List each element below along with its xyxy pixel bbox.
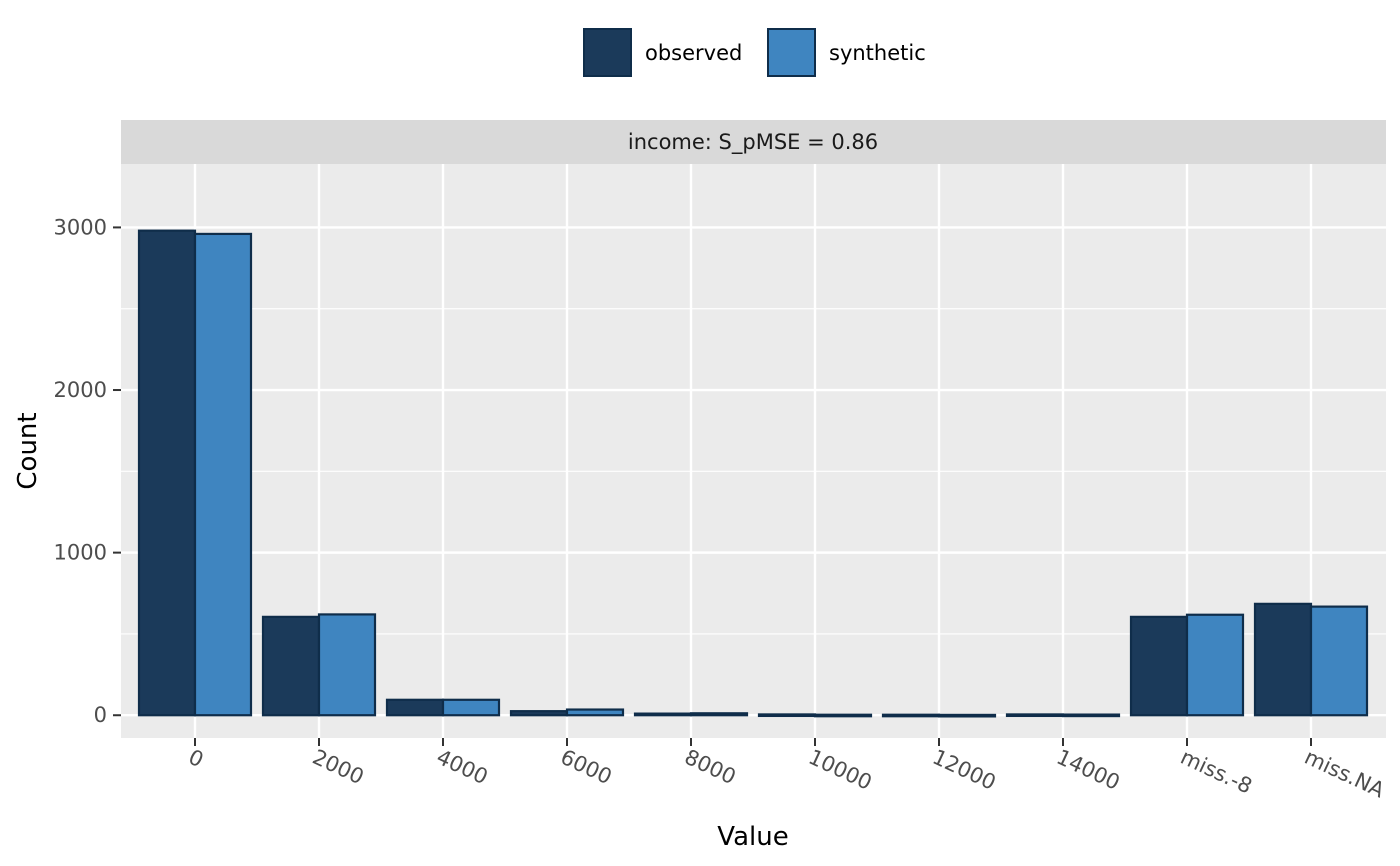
y-axis: 0 1000 2000 3000 <box>54 215 121 727</box>
bar-synthetic-4000 <box>441 698 501 717</box>
y-tick-label: 2000 <box>54 378 107 402</box>
x-tick-label: miss.NA <box>1301 745 1389 803</box>
legend-label-observed: observed <box>645 41 742 65</box>
legend: observed synthetic <box>583 28 926 77</box>
x-tick-label: 4000 <box>433 745 492 789</box>
x-axis: 0 2000 4000 6000 8000 10000 12000 14000 miss.-8 m… <box>185 738 1389 803</box>
bar-observed-2000 <box>261 615 321 717</box>
x-tick-label: 10000 <box>805 745 876 795</box>
bar-synthetic-10000 <box>813 713 873 718</box>
facet-strip <box>121 120 1386 164</box>
x-axis-title: Value <box>717 822 788 852</box>
bar-observed-8000 <box>633 712 693 717</box>
bar-synthetic-2000 <box>317 613 377 717</box>
x-tick-label: 2000 <box>309 745 368 789</box>
bar-observed-0 <box>137 229 197 717</box>
bar-observed-10000 <box>757 713 817 718</box>
y-tick-label: 3000 <box>54 215 107 239</box>
bar-synthetic-12000 <box>937 713 997 718</box>
x-tick-label: 8000 <box>681 745 740 789</box>
bar-observed-miss.NA <box>1253 602 1313 717</box>
bar-observed-6000 <box>509 710 569 717</box>
bar-synthetic-14000 <box>1061 713 1121 718</box>
bar-synthetic-miss.NA <box>1309 605 1369 717</box>
bar-synthetic-miss.-8 <box>1185 613 1245 717</box>
x-tick-label: miss.-8 <box>1177 745 1256 799</box>
legend-label-synthetic: synthetic <box>829 41 926 65</box>
y-tick-label: 0 <box>94 703 107 727</box>
legend-key-observed <box>583 28 632 77</box>
bar-synthetic-6000 <box>565 708 625 717</box>
x-tick-label: 14000 <box>1053 745 1124 795</box>
x-tick-label: 0 <box>185 745 207 772</box>
x-tick-label: 6000 <box>557 745 616 789</box>
bar-observed-14000 <box>1005 713 1065 718</box>
bar-observed-miss.-8 <box>1129 615 1189 717</box>
facet-strip-label: income: S_pMSE = 0.86 <box>628 130 878 155</box>
x-tick-label: 12000 <box>929 745 1000 795</box>
legend-key-synthetic <box>767 28 816 77</box>
bar-observed-4000 <box>385 698 445 717</box>
bar-synthetic-8000 <box>689 712 749 717</box>
y-tick-label: 1000 <box>54 541 107 565</box>
y-axis-title: Count <box>13 412 43 489</box>
bar-observed-12000 <box>881 713 941 718</box>
bars <box>137 229 1369 718</box>
bar-synthetic-0 <box>193 232 253 717</box>
